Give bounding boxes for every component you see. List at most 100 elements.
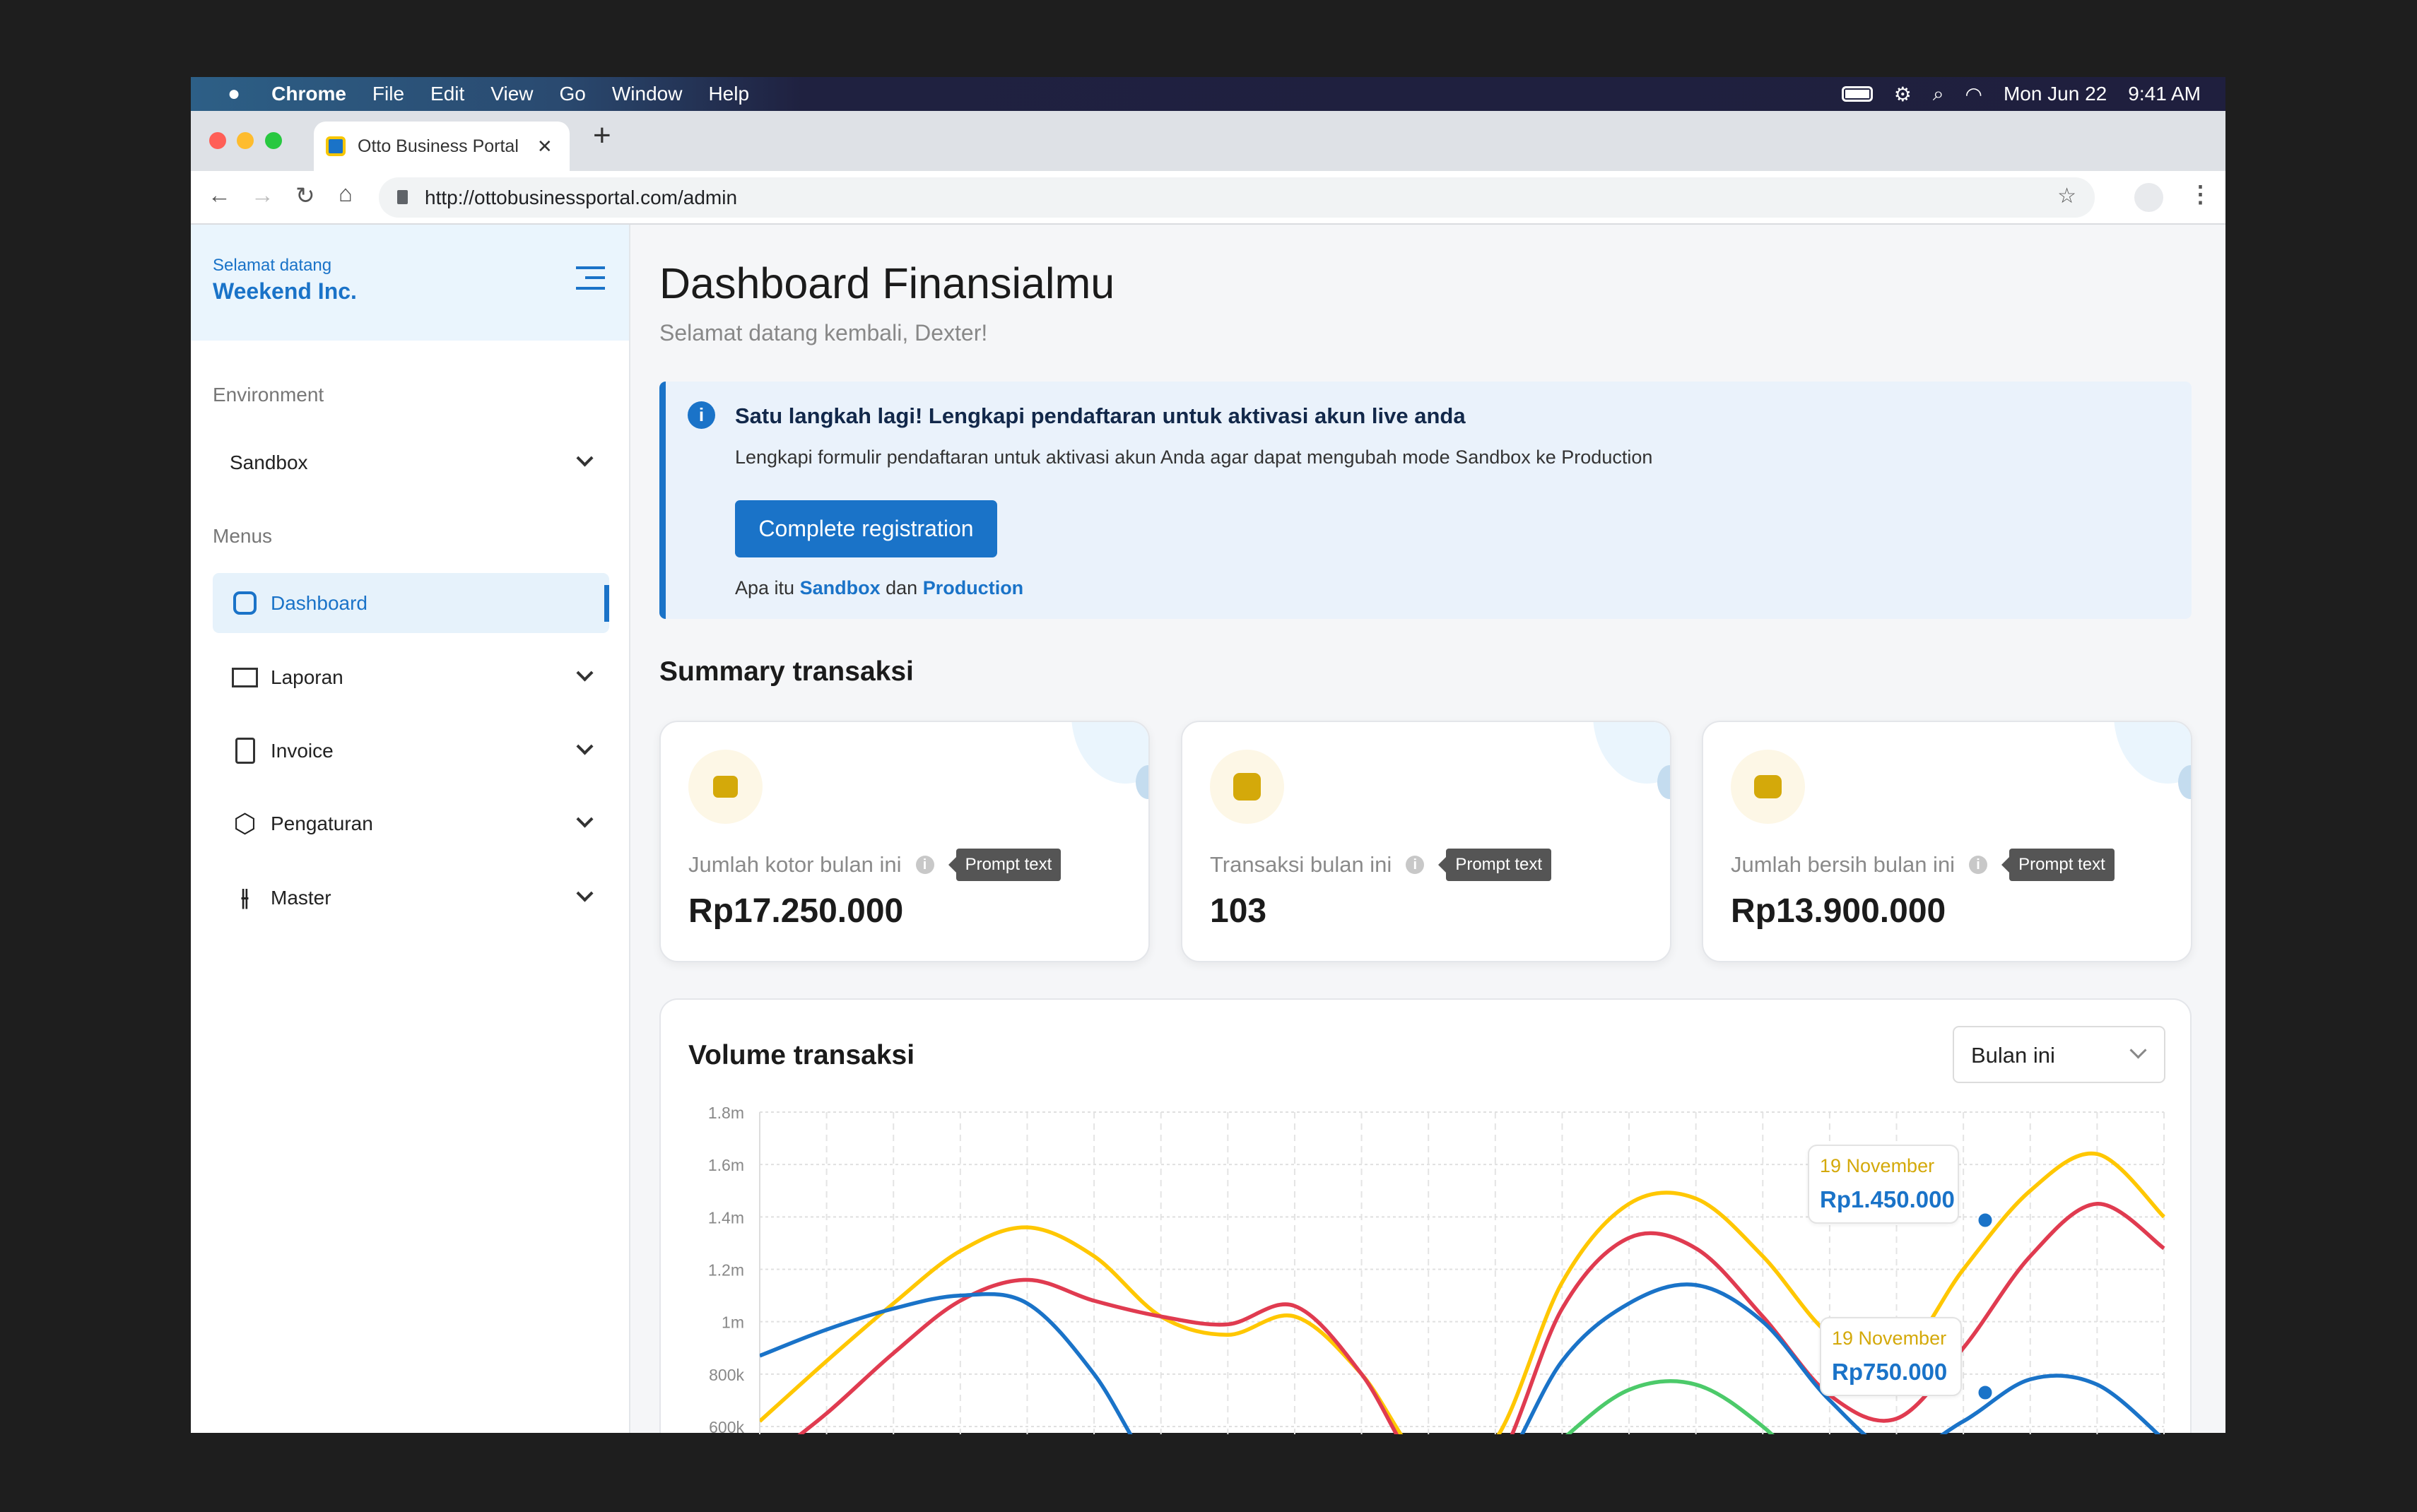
wifi-icon[interactable]: ◠ — [1965, 83, 1982, 105]
maximize-window-button[interactable] — [265, 132, 282, 149]
address-bar: ← → ↻ ⌂ http://ottobusinessportal.com/ad… — [191, 171, 2225, 225]
new-tab-button[interactable]: + — [593, 118, 611, 153]
chart-tooltip: 19 November Rp750.000 — [1820, 1317, 1962, 1396]
main-content: Dashboard Finansialmu Selamat datang kem… — [630, 225, 2225, 1434]
wallet-check-icon — [1754, 775, 1782, 798]
y-tick-label: 1m — [722, 1313, 744, 1332]
menu-file[interactable]: File — [372, 83, 405, 105]
battery-icon[interactable] — [1841, 86, 1873, 102]
menu-help[interactable]: Help — [708, 83, 750, 105]
card-value: Rp13.900.000 — [1731, 892, 1946, 930]
url-field[interactable]: http://ottobusinessportal.com/admin ☆ — [379, 177, 2095, 218]
welcome-label: Selamat datang — [213, 256, 332, 275]
tooltip: Prompt text — [2001, 849, 2115, 881]
menus-label: Menus — [213, 525, 273, 547]
menu-app[interactable]: Chrome — [271, 83, 346, 105]
close-window-button[interactable] — [209, 132, 226, 149]
y-tick-label: 1.6m — [708, 1156, 744, 1174]
info-icon[interactable]: i — [915, 856, 934, 874]
company-name: Weekend Inc. — [213, 278, 357, 304]
browser-tab[interactable]: Otto Business Portal ✕ — [314, 122, 570, 171]
reload-icon[interactable]: ↻ — [295, 182, 315, 208]
page-title: Dashboard Finansialmu — [659, 259, 1115, 307]
settings-icon: ⬡ — [233, 809, 257, 838]
card-label: Jumlah kotor bulan ini — [688, 852, 902, 877]
tooltip-point — [1976, 1383, 1994, 1402]
environment-value: Sandbox — [230, 451, 308, 473]
menu-view[interactable]: View — [490, 83, 534, 105]
chevron-down-icon — [576, 738, 594, 755]
sidebar-item-label: Master — [271, 886, 331, 909]
y-tick-label: 800k — [709, 1366, 744, 1384]
menubar-date: Mon Jun 22 — [2003, 83, 2107, 105]
tooltip: Prompt text — [1438, 849, 1552, 881]
search-icon[interactable]: ⌕ — [1932, 82, 1944, 105]
tooltip-date: 19 November — [1820, 1155, 1935, 1176]
footer-text: Apa itu — [735, 577, 795, 598]
bookmark-star-icon[interactable]: ☆ — [2057, 184, 2076, 208]
apple-icon[interactable]: ● — [228, 82, 241, 105]
tooltip-value: Rp1.450.000 — [1820, 1186, 1955, 1212]
back-icon[interactable]: ← — [208, 182, 231, 208]
production-link[interactable]: Production — [922, 577, 1024, 598]
info-icon: i — [688, 401, 715, 429]
tab-title: Otto Business Portal — [358, 136, 519, 156]
sidebar-item-label: Pengaturan — [271, 812, 373, 834]
tooltip: Prompt text — [948, 849, 1062, 881]
dashboard-icon — [231, 589, 259, 617]
home-icon[interactable]: ⌂ — [339, 180, 353, 206]
sliders-icon: ⫲ — [241, 884, 249, 910]
chevron-down-icon — [576, 885, 594, 902]
sidebar-item-invoice[interactable]: Invoice — [213, 721, 609, 781]
series-line — [760, 1282, 2161, 1434]
menu-edit[interactable]: Edit — [430, 83, 465, 105]
environment-select[interactable]: Sandbox — [213, 432, 609, 492]
browser-menu-icon[interactable]: ⋮ — [2189, 181, 2212, 207]
alert-body: Lengkapi formulir pendaftaran untuk akti… — [735, 447, 1653, 468]
menubar-time: 9:41 AM — [2128, 83, 2201, 105]
tooltip-point — [1976, 1211, 1994, 1229]
sandbox-link[interactable]: Sandbox — [799, 577, 881, 598]
mac-menubar: ● Chrome File Edit View Go Window Help ⚙… — [191, 77, 2225, 111]
card-value: 103 — [1210, 892, 1267, 930]
sidebar-item-label: Dashboard — [271, 591, 367, 614]
minimize-window-button[interactable] — [237, 132, 254, 149]
alert-heading: Satu langkah lagi! Lengkapi pendaftaran … — [735, 403, 1466, 428]
collapse-menu-icon[interactable] — [576, 266, 605, 290]
period-select[interactable]: Bulan ini — [1953, 1026, 2165, 1083]
tab-close-icon[interactable]: ✕ — [536, 135, 553, 157]
period-value: Bulan ini — [1971, 1043, 2055, 1068]
document-icon — [231, 737, 259, 764]
sidebar-header: Selamat datang Weekend Inc. — [191, 225, 629, 341]
alert-footer: Apa itu Sandbox dan Production — [735, 577, 1023, 599]
y-tick-label: 600k — [709, 1418, 744, 1434]
sidebar-item-laporan[interactable]: Laporan — [213, 647, 609, 707]
browser-window: ● Chrome File Edit View Go Window Help ⚙… — [191, 77, 2225, 1434]
sidebar-item-dashboard[interactable]: Dashboard — [213, 573, 609, 633]
active-indicator — [604, 585, 609, 622]
footer-text: dan — [886, 577, 918, 598]
y-tick-label: 1.8m — [708, 1104, 744, 1122]
tooltip-value: Rp750.000 — [1832, 1359, 1948, 1385]
summary-title: Summary transaksi — [659, 656, 914, 687]
card-label: Transaksi bulan ini — [1210, 852, 1392, 877]
info-icon[interactable]: i — [1969, 856, 1988, 874]
summary-card-net: Jumlah bersih bulan ini i Prompt text Rp13… — [1702, 721, 2192, 962]
chevron-down-icon — [576, 449, 594, 467]
info-icon[interactable]: i — [1406, 856, 1425, 874]
sidebar-item-pengaturan[interactable]: ⬡ Pengaturan — [213, 793, 609, 854]
card-value: Rp17.250.000 — [688, 892, 904, 930]
chart-title: Volume transaksi — [688, 1040, 915, 1070]
registration-alert: i Satu langkah lagi! Lengkapi pendaftara… — [659, 382, 2192, 619]
profile-avatar[interactable] — [2134, 183, 2163, 212]
sidebar-item-master[interactable]: ⫲ Master — [213, 868, 609, 928]
forward-icon[interactable]: → — [251, 182, 274, 208]
complete-registration-button[interactable]: Complete registration — [735, 500, 997, 557]
chart-tooltip: 19 November Rp1.450.000 — [1808, 1145, 1959, 1224]
summary-card-transactions: Transaksi bulan ini i Prompt text 103 — [1181, 721, 1671, 962]
sidebar: Selamat datang Weekend Inc. Environment … — [191, 225, 630, 1433]
sidebar-item-label: Invoice — [271, 739, 334, 762]
menu-window[interactable]: Window — [611, 83, 683, 105]
menu-go[interactable]: Go — [559, 83, 586, 105]
control-center-icon[interactable]: ⚙ — [1893, 83, 1912, 105]
